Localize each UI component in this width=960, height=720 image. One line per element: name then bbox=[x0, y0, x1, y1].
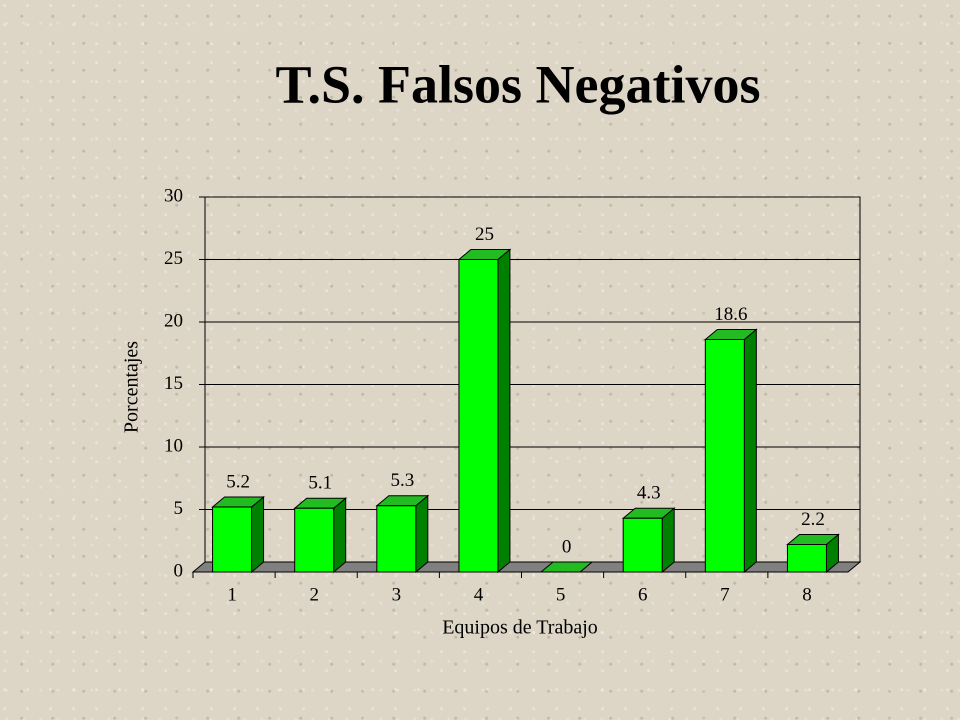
x-tick-label: 3 bbox=[392, 584, 402, 605]
y-tick-label: 20 bbox=[164, 310, 183, 331]
value-label: 5.3 bbox=[390, 470, 414, 491]
bar bbox=[294, 507, 335, 573]
value-label: 4.3 bbox=[637, 483, 661, 504]
x-tick-label: 6 bbox=[638, 584, 648, 605]
value-label: 5.1 bbox=[308, 473, 332, 494]
y-tick-label: 5 bbox=[174, 498, 184, 519]
x-tick-label: 5 bbox=[556, 584, 566, 605]
bar-top bbox=[539, 561, 594, 573]
value-label: 0 bbox=[562, 536, 572, 557]
y-tick-label: 10 bbox=[164, 435, 183, 456]
y-axis-title: Porcentajes bbox=[121, 341, 143, 433]
x-tick-label: 4 bbox=[474, 584, 484, 605]
y-tick-label: 25 bbox=[164, 248, 183, 269]
bar-side bbox=[415, 494, 429, 574]
floor bbox=[191, 561, 862, 573]
value-label: 25 bbox=[475, 224, 494, 245]
y-tick-label: 15 bbox=[164, 373, 183, 394]
bar-side bbox=[661, 507, 675, 574]
x-tick-label: 2 bbox=[309, 584, 319, 605]
bar-side bbox=[333, 497, 347, 574]
x-tick-label: 7 bbox=[720, 584, 730, 605]
bar bbox=[458, 259, 499, 573]
x-axis-title: Equipos de Trabajo bbox=[442, 617, 598, 639]
bar bbox=[622, 517, 663, 573]
bar bbox=[376, 505, 417, 573]
chart-title: T.S. Falsos Negativos bbox=[275, 54, 760, 114]
x-tick-label: 1 bbox=[227, 584, 237, 605]
bar-side bbox=[497, 248, 511, 574]
bar bbox=[704, 339, 745, 573]
value-label: 2.2 bbox=[801, 509, 825, 530]
y-tick-label: 30 bbox=[164, 185, 183, 206]
bar-side bbox=[743, 328, 757, 574]
y-tick-label: 0 bbox=[174, 560, 184, 581]
bar bbox=[212, 506, 253, 573]
value-label: 18.6 bbox=[714, 304, 747, 325]
x-tick-label: 8 bbox=[802, 584, 812, 605]
bar bbox=[786, 544, 827, 573]
value-label: 5.2 bbox=[226, 471, 250, 492]
bar-side bbox=[251, 495, 265, 574]
